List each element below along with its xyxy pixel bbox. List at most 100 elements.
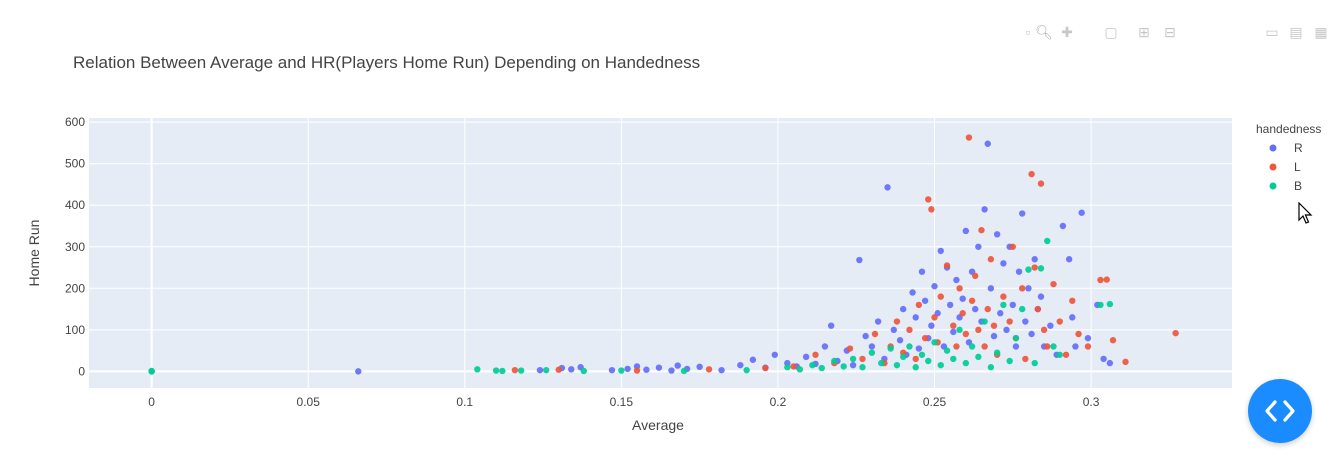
data-point[interactable] — [943, 347, 951, 354]
data-point[interactable] — [918, 268, 926, 275]
data-point[interactable] — [906, 326, 913, 334]
legend-item-r[interactable]: R — [1269, 141, 1304, 155]
data-point[interactable] — [1056, 318, 1063, 325]
data-point[interactable] — [1056, 351, 1063, 358]
data-point[interactable] — [1172, 329, 1179, 337]
data-point[interactable] — [915, 345, 923, 352]
data-point[interactable] — [1031, 359, 1038, 367]
data-point[interactable] — [921, 334, 929, 342]
camera-icon[interactable]: ▫ — [1025, 24, 1031, 40]
data-point[interactable] — [997, 310, 1004, 317]
data-point[interactable] — [148, 367, 155, 375]
data-point[interactable] — [624, 365, 631, 373]
data-point[interactable] — [680, 367, 688, 375]
data-point[interactable] — [1009, 301, 1016, 309]
data-point[interactable] — [1103, 276, 1110, 283]
data-point[interactable] — [878, 359, 885, 367]
data-point[interactable] — [802, 353, 810, 361]
data-point[interactable] — [975, 326, 982, 334]
data-point[interactable] — [987, 364, 995, 371]
plotly-logo-icon[interactable]: ▦ — [1314, 23, 1328, 40]
data-point[interactable] — [981, 318, 988, 325]
data-point[interactable] — [1050, 280, 1057, 288]
data-point[interactable] — [812, 351, 819, 358]
hover-compare-icon[interactable]: ▭ — [1265, 23, 1279, 40]
data-point[interactable] — [1031, 264, 1038, 271]
data-point[interactable] — [987, 256, 995, 263]
data-point[interactable] — [931, 314, 938, 321]
data-point[interactable] — [1078, 209, 1085, 216]
data-point[interactable] — [937, 361, 944, 369]
data-point[interactable] — [931, 283, 938, 290]
data-point[interactable] — [580, 367, 587, 375]
data-point[interactable] — [1022, 355, 1029, 363]
data-point[interactable] — [1000, 260, 1007, 267]
code-toggle-button[interactable] — [1248, 379, 1312, 443]
data-point[interactable] — [818, 364, 825, 372]
data-point[interactable] — [790, 363, 797, 370]
data-point[interactable] — [492, 367, 500, 374]
data-point[interactable] — [972, 305, 979, 313]
data-point[interactable] — [1000, 293, 1007, 300]
data-point[interactable] — [1006, 318, 1013, 325]
data-point[interactable] — [749, 356, 757, 363]
data-point[interactable] — [1037, 265, 1045, 272]
data-point[interactable] — [918, 351, 926, 358]
data-point[interactable] — [1106, 300, 1114, 308]
data-point[interactable] — [959, 295, 966, 302]
data-point[interactable] — [1065, 256, 1073, 263]
data-point[interactable] — [953, 276, 960, 284]
data-point[interactable] — [859, 355, 866, 363]
data-point[interactable] — [536, 366, 544, 374]
data-point[interactable] — [928, 322, 935, 329]
data-point[interactable] — [821, 343, 829, 350]
data-point[interactable] — [962, 330, 970, 338]
data-point[interactable] — [1062, 351, 1070, 358]
data-point[interactable] — [1100, 355, 1107, 363]
data-point[interactable] — [1031, 256, 1038, 263]
data-point[interactable] — [859, 364, 866, 371]
data-point[interactable] — [978, 226, 985, 234]
data-point[interactable] — [674, 362, 681, 369]
data-point[interactable] — [972, 272, 979, 280]
data-point[interactable] — [655, 364, 663, 371]
data-point[interactable] — [959, 310, 966, 317]
data-point[interactable] — [987, 285, 995, 292]
data-point[interactable] — [1097, 301, 1104, 309]
data-point[interactable] — [1006, 357, 1013, 365]
data-point[interactable] — [643, 366, 650, 373]
data-point[interactable] — [1018, 305, 1026, 313]
data-point[interactable] — [912, 364, 919, 371]
data-point[interactable] — [784, 364, 791, 371]
data-point[interactable] — [499, 367, 506, 375]
data-point[interactable] — [871, 330, 879, 338]
data-point[interactable] — [1022, 318, 1029, 325]
data-point[interactable] — [1000, 301, 1007, 309]
data-point[interactable] — [968, 343, 976, 350]
data-point[interactable] — [1003, 326, 1010, 334]
data-point[interactable] — [946, 301, 954, 309]
data-point[interactable] — [543, 366, 550, 374]
data-point[interactable] — [909, 289, 916, 296]
data-point[interactable] — [981, 206, 988, 213]
data-point[interactable] — [962, 359, 970, 367]
data-point[interactable] — [840, 363, 847, 370]
data-point[interactable] — [984, 140, 991, 147]
plot-area[interactable] — [89, 118, 1232, 388]
data-point[interactable] — [849, 361, 857, 369]
data-point[interactable] — [890, 326, 897, 334]
data-point[interactable] — [474, 366, 481, 373]
data-point[interactable] — [993, 231, 1001, 238]
data-point[interactable] — [1028, 330, 1035, 338]
data-point[interactable] — [990, 322, 998, 329]
data-point[interactable] — [1025, 285, 1032, 292]
data-point[interactable] — [1084, 343, 1092, 350]
legend-item-b[interactable]: B — [1269, 179, 1303, 193]
data-point[interactable] — [868, 349, 876, 356]
data-point[interactable] — [1069, 297, 1076, 304]
data-point[interactable] — [856, 256, 863, 264]
data-point[interactable] — [925, 196, 932, 203]
data-point[interactable] — [993, 349, 1001, 356]
data-point[interactable] — [849, 355, 857, 363]
data-point[interactable] — [975, 243, 982, 250]
